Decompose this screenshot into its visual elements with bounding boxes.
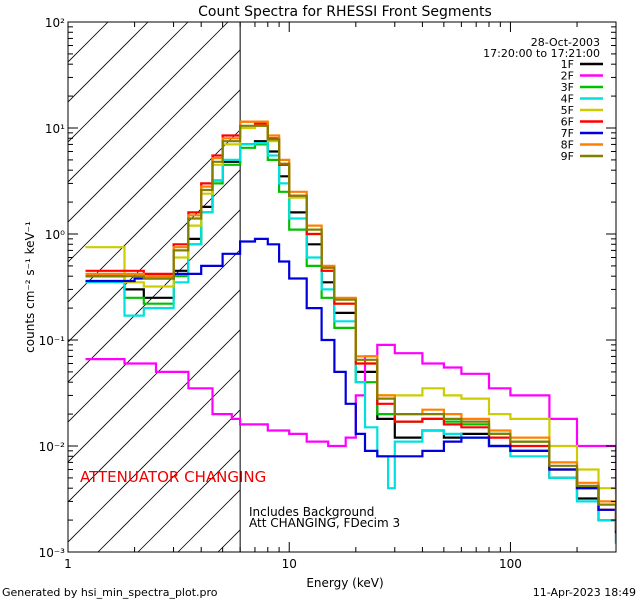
y-tick-label: 10⁻³	[39, 546, 66, 560]
hatch-mask	[240, 22, 616, 552]
legend-label: 5F	[561, 104, 574, 117]
legend-label: 1F	[561, 58, 574, 71]
x-tick-label: 1	[64, 557, 72, 571]
attenuator-label: ATTENUATOR CHANGING	[80, 468, 266, 486]
x-tick-label: 10	[282, 557, 297, 571]
series-2F	[85, 343, 616, 495]
note-attenuator: Att CHANGING, FDecim 3	[249, 516, 400, 530]
note-background: Includes Background	[249, 505, 374, 519]
legend-label: 7F	[561, 127, 574, 140]
axes-group: 1 10 100 10² 10¹ 10⁰ 10⁻¹ 10⁻² 10⁻³	[39, 16, 617, 571]
x-tick-label: 100	[499, 557, 522, 571]
y-axis-label: counts cm⁻² s⁻¹ keV⁻¹	[23, 221, 37, 353]
series-9F	[85, 124, 616, 531]
hatch-line	[68, 22, 309, 263]
footer-timestamp: 11-Apr-2023 18:49	[533, 586, 636, 599]
series-7F	[85, 237, 616, 534]
y-tick-label: 10⁻²	[39, 440, 66, 454]
hatch-line	[68, 22, 229, 183]
footer-generated-by: Generated by hsi_min_spectra_plot.pro	[2, 586, 218, 599]
hatch-line	[68, 22, 269, 223]
hatch-line	[68, 22, 189, 143]
legend-label: 8F	[561, 139, 574, 152]
plot-frame	[67, 21, 617, 553]
legend-label: 9F	[561, 150, 574, 163]
legend-label: 3F	[561, 81, 574, 94]
y-tick-label: 10²	[45, 16, 65, 30]
legend-label: 4F	[561, 93, 574, 106]
spectra-series-group	[85, 120, 616, 544]
legend-label: 6F	[561, 116, 574, 129]
y-tick-label: 10⁰	[45, 228, 65, 242]
time-range-label: 17:20:00 to 17:21:00	[483, 47, 600, 60]
attenuator-hatch-region	[68, 22, 616, 552]
y-tick-label: 10¹	[45, 122, 65, 136]
x-axis-label: Energy (keV)	[306, 576, 383, 590]
y-tick-label: 10⁻¹	[39, 334, 66, 348]
chart-title: Count Spectra for RHESSI Front Segments	[198, 4, 492, 20]
date-label: 28-Oct-2003	[531, 36, 600, 49]
legend-label: 2F	[561, 70, 574, 83]
